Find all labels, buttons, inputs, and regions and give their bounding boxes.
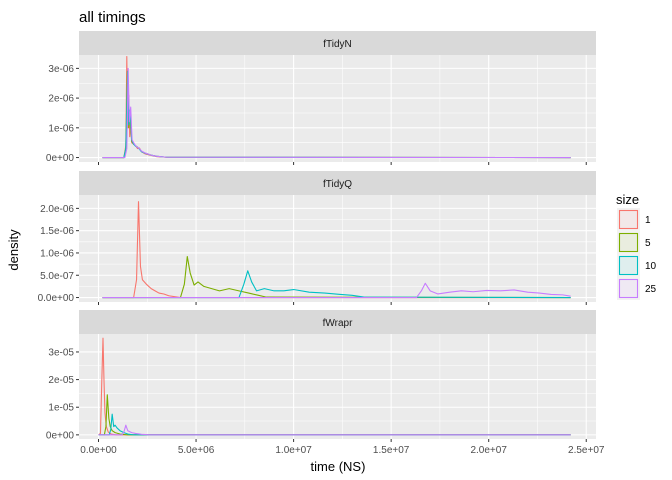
panel-background (79, 334, 596, 439)
legend-key (617, 231, 640, 254)
y-tick-label: 2e-05 (48, 375, 74, 386)
y-tick-label: 1.0e-06 (40, 248, 74, 259)
legend-key (617, 254, 640, 277)
facet-fTidyQ: fTidyQ 0.0e+00 5.0e-07 1.0e-06 1.5e-06 2.0e-0… (38, 171, 596, 305)
facet-fWrapr: fWrapr 0e+00 1e-05 2e-05 3e-05 0.0e+00 5.0e+06… (46, 310, 605, 456)
y-tick-label: 2.0e-06 (40, 204, 74, 215)
y-tick-label: 3e-06 (48, 64, 74, 75)
legend: size 1 5 10 25 (616, 192, 657, 300)
series-line-5 (102, 255, 571, 299)
legend-title: size (616, 192, 639, 207)
y-tick-label: 5.0e-07 (40, 271, 74, 282)
series-line-10 (102, 270, 571, 299)
x-tick-label: 2.0e+07 (470, 445, 507, 456)
y-tick-label: 1e-05 (48, 403, 74, 414)
y-tick-label: 0.0e+00 (38, 293, 75, 304)
y-tick-label: 3e-05 (48, 347, 74, 358)
series-line-25 (98, 424, 571, 436)
legend-item-1: 1 (617, 208, 651, 231)
legend-label: 1 (645, 215, 651, 226)
panel-background (79, 195, 596, 302)
legend-label: 5 (645, 238, 651, 249)
y-tick-label: 0e+00 (46, 430, 75, 441)
x-tick-label: 0.0e+00 (80, 445, 117, 456)
facet-panels: fTidyN 0e+00 1e-06 2e-06 3e-06 fTidyQ 0.0e+00 5… (38, 31, 605, 456)
legend-item-5: 5 (617, 231, 651, 254)
legend-label: 10 (645, 261, 657, 272)
legend-swatch (618, 278, 639, 299)
y-tick-label: 1.5e-06 (40, 226, 74, 237)
facet-strip-label: fTidyQ (323, 179, 352, 190)
series-line-25 (102, 67, 571, 159)
legend-item-25: 25 (617, 277, 657, 300)
x-tick-label: 2.5e+07 (568, 445, 605, 456)
facet-fTidyN: fTidyN 0e+00 1e-06 2e-06 3e-06 (46, 31, 596, 165)
series-line-10 (98, 413, 571, 436)
y-tick-label: 2e-06 (48, 94, 74, 105)
series-line-1 (102, 201, 571, 299)
y-tick-label: 1e-06 (48, 123, 74, 134)
legend-key (617, 277, 640, 300)
x-tick-label: 1.5e+07 (373, 445, 410, 456)
facet-strip-label: fWrapr (323, 318, 353, 329)
legend-swatch (618, 209, 639, 230)
facet-strip (79, 31, 596, 55)
x-tick-label: 5.0e+06 (178, 445, 215, 456)
legend-label: 25 (645, 284, 657, 295)
x-tick-label: 1.0e+07 (275, 445, 312, 456)
chart-title: all timings (79, 9, 146, 26)
panel-background (79, 55, 596, 162)
legend-swatch (618, 232, 639, 253)
facet-strip-label: fTidyN (323, 39, 352, 50)
y-axis-title: density (6, 229, 21, 271)
series-line-1 (98, 337, 571, 436)
x-axis-title: time (NS) (311, 459, 366, 474)
legend-key (617, 208, 640, 231)
y-tick-label: 0e+00 (46, 153, 75, 164)
legend-item-10: 10 (617, 254, 657, 277)
series-line-25 (102, 282, 571, 299)
facet-strip (79, 171, 596, 195)
facet-strip (79, 310, 596, 334)
legend-swatch (618, 255, 639, 276)
